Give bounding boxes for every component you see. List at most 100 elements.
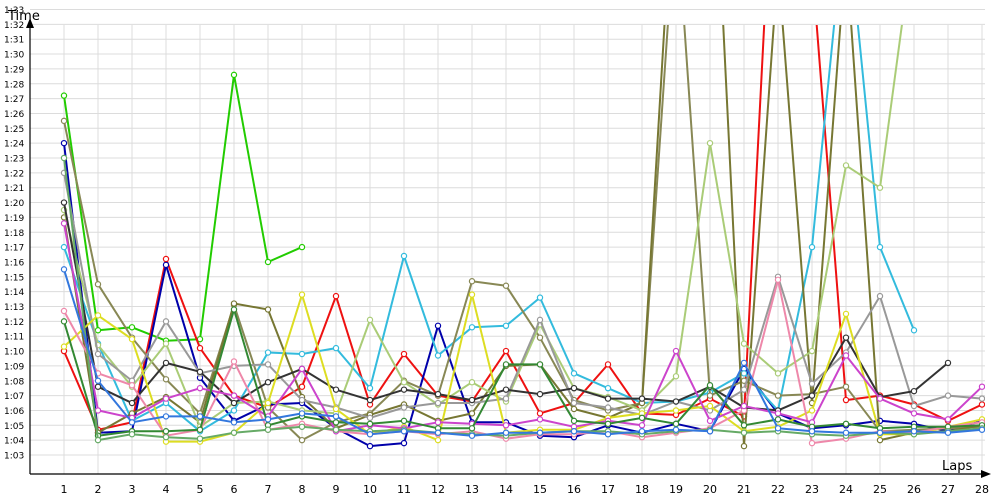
series-line (63, 25, 903, 428)
data-point (264, 379, 272, 386)
data-point (944, 392, 952, 399)
data-point (842, 383, 850, 390)
y-tick-label: 1:25 (4, 125, 24, 135)
y-tick-label: 1:06 (4, 407, 24, 417)
data-point (264, 361, 272, 368)
y-tick-label: 1:03 (4, 452, 24, 462)
data-point (162, 318, 170, 325)
data-point (434, 429, 442, 436)
data-point (774, 370, 782, 377)
series-line (63, 25, 915, 433)
data-point (400, 417, 408, 425)
y-tick-label: 1:14 (4, 288, 24, 298)
data-point (570, 405, 578, 413)
x-tick-label: 12 (431, 483, 445, 496)
data-point (978, 426, 985, 433)
data-point (332, 413, 340, 420)
data-point (910, 402, 918, 410)
data-point (570, 399, 578, 407)
data-point (128, 399, 136, 407)
data-point (128, 431, 136, 438)
data-point (740, 340, 748, 347)
data-point (434, 322, 442, 330)
data-point (366, 316, 374, 324)
data-point (298, 365, 306, 373)
x-tick-label: 18 (635, 483, 649, 496)
data-point (910, 428, 918, 435)
data-point (740, 370, 748, 377)
y-tick-label: 1:10 (4, 348, 24, 358)
y-tick-label: 1:24 (4, 140, 24, 150)
data-point (740, 442, 748, 450)
data-point (264, 416, 272, 423)
data-point (332, 292, 340, 300)
y-tick-label: 1:17 (4, 244, 24, 254)
y-tick-label: 1:23 (4, 155, 24, 165)
data-point (94, 312, 102, 319)
data-point (740, 359, 748, 367)
data-point (638, 395, 646, 402)
y-tick-label: 1:21 (4, 184, 24, 194)
data-point (604, 420, 612, 428)
data-point (502, 322, 510, 330)
data-point (842, 162, 850, 169)
data-point (638, 428, 646, 435)
data-point (128, 382, 136, 389)
data-point (196, 368, 204, 376)
y-tick-label: 1:16 (4, 258, 24, 268)
data-point (706, 428, 714, 435)
data-point (60, 220, 68, 227)
x-tick-label: 2 (95, 483, 102, 496)
data-point (536, 429, 544, 436)
data-point (808, 439, 816, 447)
data-point (774, 416, 782, 423)
data-point (876, 429, 884, 436)
data-point (60, 243, 68, 251)
data-point (502, 429, 510, 436)
data-point (366, 384, 374, 392)
data-point (400, 350, 408, 358)
data-point (468, 425, 476, 432)
data-point (94, 407, 102, 414)
data-point (944, 416, 952, 423)
data-point (536, 334, 544, 341)
data-point (400, 428, 408, 435)
data-point (978, 401, 985, 408)
data-point (502, 282, 510, 289)
data-point (162, 433, 170, 441)
y-tick-label: 1:33 (4, 6, 24, 16)
data-point (536, 410, 544, 417)
y-tick-label: 1:30 (4, 51, 24, 61)
data-point (468, 278, 476, 285)
data-point (332, 405, 340, 413)
series-line (63, 73, 303, 342)
x-tick-label: 25 (873, 483, 887, 496)
data-point (672, 398, 680, 405)
data-point (128, 335, 136, 343)
series-line (63, 269, 983, 437)
x-axis-title: Laps (942, 459, 972, 474)
x-tick-label: 15 (533, 483, 547, 496)
data-point (808, 428, 816, 435)
data-point (298, 243, 306, 251)
data-point (60, 318, 68, 325)
data-point (638, 422, 646, 429)
data-point (298, 383, 306, 390)
data-point (298, 410, 306, 417)
data-point (604, 395, 612, 402)
data-point (740, 422, 748, 429)
y-tick-label: 1:26 (4, 110, 24, 120)
data-point (264, 349, 272, 356)
x-tick-label: 5 (197, 483, 204, 496)
data-point (876, 184, 884, 191)
data-point (434, 436, 442, 444)
data-point (60, 117, 68, 125)
data-point (638, 414, 646, 422)
data-point (502, 395, 510, 402)
data-point (196, 384, 204, 392)
data-point (264, 426, 272, 433)
data-point (876, 436, 884, 444)
y-tick-label: 1:32 (4, 21, 24, 31)
data-point (332, 419, 340, 426)
data-point (196, 435, 204, 442)
